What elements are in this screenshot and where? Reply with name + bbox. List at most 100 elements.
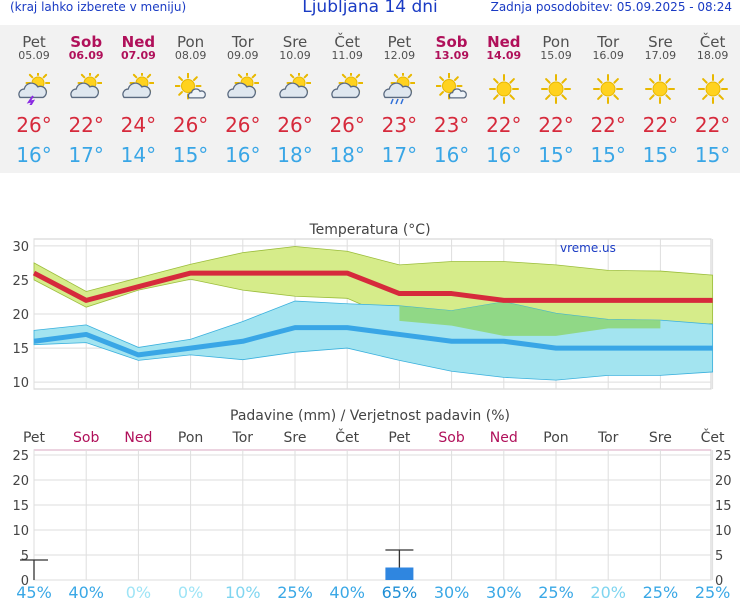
y-tick-label: 25 <box>12 274 29 289</box>
precipitation-probability: 25% <box>643 583 679 600</box>
min-temperature: 18° <box>329 143 365 167</box>
y-tick-label-left: 15 <box>12 499 29 514</box>
location-menu-note[interactable]: (kraj lahko izberete v meniju) <box>10 0 187 14</box>
min-temperature: 15° <box>172 143 209 167</box>
partly-cloudy-icon <box>279 73 311 99</box>
sun-icon <box>593 74 624 104</box>
max-temperature: 26° <box>225 113 261 137</box>
chart-title: Temperatura (°C) <box>308 222 430 238</box>
day-name: Sre <box>648 33 673 51</box>
day-date: 05.09 <box>18 49 50 62</box>
day-name: Čet <box>699 33 726 51</box>
y-tick-label-left: 0 <box>21 574 29 589</box>
min-temperature: 17° <box>68 143 104 167</box>
partly-cloudy-icon <box>331 73 364 99</box>
day-column[interactable]: Čet 11.09 26° 18° <box>321 25 373 173</box>
y-tick-label-left: 10 <box>12 524 29 539</box>
day-name: Ned <box>121 33 156 51</box>
precipitation-probability: 20% <box>590 583 626 600</box>
sun-icon <box>645 74 676 104</box>
day-column[interactable]: Ned 14.09 22° 16° <box>478 25 530 173</box>
max-temperature: 22° <box>590 113 626 137</box>
max-temperature: 22° <box>538 113 574 137</box>
partly-cloudy-icon <box>122 73 155 99</box>
day-name: Pet <box>22 33 46 51</box>
precipitation-probability: 0% <box>178 583 203 600</box>
x-tick-label: Sre <box>284 430 307 446</box>
min-temperature: 15° <box>694 143 731 167</box>
max-temperature: 23° <box>381 113 418 137</box>
daily-forecast-strip: Pet 05.09 26° 16° Sob 06.09 22° 17° Ned 07.09 24° 1… <box>0 25 740 173</box>
day-column[interactable]: Ned 07.09 24° 14° <box>112 25 164 173</box>
x-tick-label: Pon <box>178 430 203 446</box>
day-column[interactable]: Pon 15.09 22° 15° <box>530 25 582 173</box>
y-tick-label: 20 <box>12 308 29 323</box>
day-name: Tor <box>231 33 254 51</box>
precipitation-probability: 25% <box>277 583 313 600</box>
day-column[interactable]: Sre 10.09 26° 18° <box>269 25 321 173</box>
day-name: Sob <box>70 33 103 51</box>
min-temperature: 15° <box>642 143 679 167</box>
page-title: Ljubljana 14 dni <box>302 0 438 17</box>
y-tick-label-right: 10 <box>715 524 732 539</box>
day-column[interactable]: Tor 09.09 26° 16° <box>217 25 269 173</box>
day-column[interactable]: Sob 06.09 22° 17° <box>60 25 112 173</box>
x-tick-label: Tor <box>232 430 254 446</box>
y-tick-label-right: 15 <box>715 499 732 514</box>
max-temperature-line <box>32 270 713 303</box>
day-date: 06.09 <box>68 49 104 62</box>
x-tick-label: Sre <box>649 430 672 446</box>
day-date: 16.09 <box>592 49 624 62</box>
day-column[interactable]: Čet 18.09 22° 15° <box>687 25 739 173</box>
range-overlap <box>399 301 661 336</box>
x-tick-label: Ned <box>124 430 152 446</box>
min-temperature: 15° <box>590 143 626 167</box>
day-name: Pon <box>542 33 570 51</box>
day-name: Sob <box>435 33 468 51</box>
mostly-sunny-icon <box>435 73 467 100</box>
day-column[interactable]: Sre 17.09 22° 15° <box>634 25 686 173</box>
x-tick-label: Pet <box>23 430 46 446</box>
day-name: Čet <box>334 33 360 51</box>
day-date: 17.09 <box>644 49 677 62</box>
max-temperature: 22° <box>486 113 522 137</box>
mostly-sunny-icon <box>174 73 206 100</box>
precipitation-probability: 0% <box>126 583 151 600</box>
precipitation-probability: 40% <box>68 583 104 600</box>
min-temperature: 16° <box>16 143 52 167</box>
y-tick-label-left: 25 <box>12 449 29 464</box>
precipitation-bar <box>385 567 414 580</box>
day-date: 18.09 <box>696 49 729 62</box>
day-name: Sre <box>282 33 308 51</box>
y-tick-label-right: 0 <box>715 574 723 589</box>
last-updated: Zadnja posodobitev: 05.09.2025 - 08:24 <box>490 0 732 14</box>
min-temperature: 16° <box>225 143 261 167</box>
partly-cloudy-thunder-icon <box>18 73 50 105</box>
sun-icon <box>697 74 728 104</box>
day-column[interactable]: Tor 16.09 22° 15° <box>582 25 634 173</box>
day-column[interactable]: Pon 08.09 26° 15° <box>165 25 217 173</box>
day-date: 11.09 <box>331 49 363 62</box>
day-date: 08.09 <box>174 49 207 62</box>
day-name: Tor <box>597 33 620 51</box>
day-date: 13.09 <box>434 49 469 62</box>
day-column[interactable]: Pet 05.09 26° 16° <box>8 25 60 173</box>
min-temperature: 14° <box>120 143 157 167</box>
precipitation-probability: 10% <box>225 583 261 600</box>
max-temperature: 22° <box>68 113 104 137</box>
precipitation-probability: 25% <box>538 583 574 600</box>
max-temperature: 26° <box>172 113 209 137</box>
min-temperature: 16° <box>486 143 522 167</box>
min-temperature: 17° <box>381 143 418 167</box>
day-column[interactable]: Pet 12.09 23° 17° <box>373 25 425 173</box>
max-temperature: 26° <box>277 113 313 137</box>
x-tick-label: Sob <box>438 430 464 446</box>
x-tick-label: Sob <box>73 430 99 446</box>
watermark: vreme.us <box>560 241 616 255</box>
day-column[interactable]: Sob 13.09 23° 16° <box>426 25 478 173</box>
max-temperature: 26° <box>329 113 365 137</box>
x-tick-label: Čet <box>701 428 725 446</box>
y-tick-label-right: 20 <box>715 474 732 489</box>
precipitation-probability: 30% <box>434 583 470 600</box>
y-tick-label: 10 <box>12 376 29 391</box>
